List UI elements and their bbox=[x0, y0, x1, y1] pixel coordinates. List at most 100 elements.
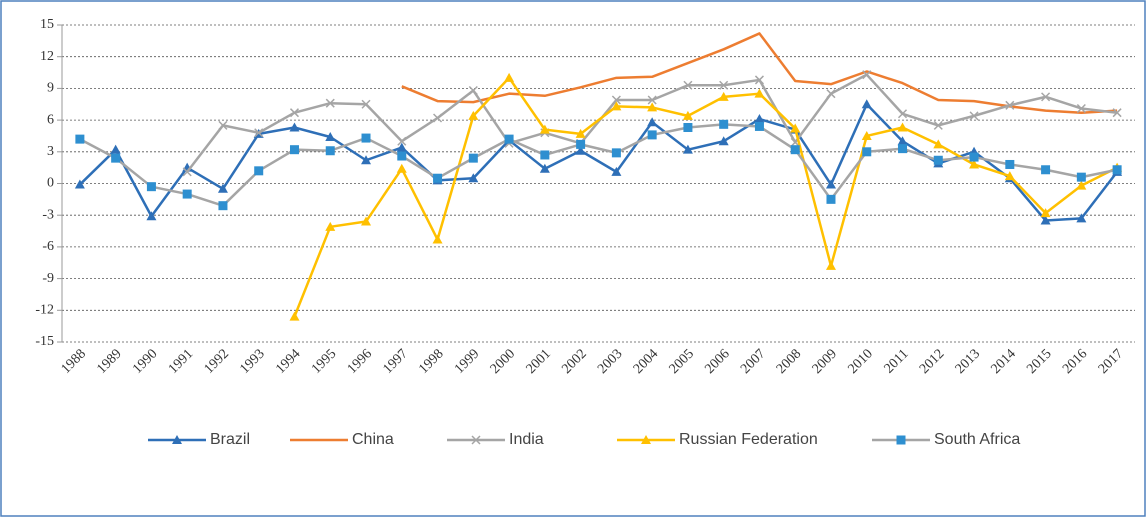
y-tick-label: 0 bbox=[47, 176, 54, 191]
marker bbox=[217, 183, 228, 193]
marker bbox=[825, 260, 836, 270]
marker bbox=[1040, 215, 1051, 225]
marker bbox=[289, 311, 300, 321]
marker bbox=[898, 144, 908, 154]
marker bbox=[933, 120, 943, 130]
marker bbox=[754, 88, 765, 98]
legend-entry: South Africa bbox=[872, 431, 1020, 448]
marker bbox=[432, 234, 443, 244]
marker bbox=[790, 123, 801, 133]
marker bbox=[146, 211, 157, 221]
marker bbox=[575, 128, 586, 138]
marker bbox=[1076, 213, 1087, 223]
marker bbox=[933, 155, 943, 165]
marker bbox=[539, 124, 550, 134]
marker bbox=[897, 136, 908, 146]
series-line bbox=[79, 123, 1118, 207]
marker bbox=[754, 121, 764, 131]
legend-entry: Brazil bbox=[148, 431, 250, 448]
y-tick-label: 3 bbox=[47, 144, 54, 159]
y-tick-label: 12 bbox=[40, 49, 54, 64]
marker bbox=[754, 114, 765, 124]
marker bbox=[754, 75, 764, 85]
legend-label: India bbox=[509, 431, 544, 448]
y-tick-label: 6 bbox=[47, 112, 54, 127]
marker bbox=[826, 89, 836, 99]
marker bbox=[110, 144, 121, 154]
marker bbox=[1041, 165, 1051, 175]
marker bbox=[1112, 165, 1122, 175]
marker bbox=[504, 72, 515, 82]
marker bbox=[1076, 103, 1086, 114]
marker bbox=[825, 179, 836, 189]
y-tick-label: 15 bbox=[40, 17, 54, 32]
marker bbox=[575, 145, 586, 155]
marker bbox=[146, 182, 156, 192]
marker bbox=[790, 145, 800, 155]
marker bbox=[611, 148, 621, 158]
marker bbox=[1041, 92, 1051, 102]
marker bbox=[862, 147, 872, 157]
marker bbox=[719, 80, 729, 90]
marker bbox=[397, 136, 407, 146]
marker bbox=[969, 111, 979, 121]
marker bbox=[289, 145, 299, 155]
marker bbox=[361, 133, 371, 143]
marker bbox=[862, 70, 872, 80]
marker bbox=[611, 101, 622, 111]
marker bbox=[111, 153, 121, 163]
marker bbox=[471, 435, 481, 445]
marker bbox=[861, 99, 872, 109]
legend-label: Russian Federation bbox=[679, 431, 818, 448]
marker bbox=[468, 173, 479, 183]
marker bbox=[896, 435, 906, 445]
marker bbox=[1005, 100, 1015, 110]
y-tick-label: -3 bbox=[42, 207, 54, 222]
marker bbox=[641, 435, 651, 444]
marker bbox=[647, 102, 658, 112]
marker bbox=[182, 167, 192, 177]
marker bbox=[172, 435, 182, 444]
marker bbox=[718, 91, 729, 101]
y-tick-label: 9 bbox=[47, 81, 54, 96]
marker bbox=[1076, 172, 1086, 182]
marker bbox=[682, 144, 693, 154]
marker bbox=[254, 128, 264, 138]
marker bbox=[325, 221, 336, 231]
marker bbox=[861, 130, 872, 140]
marker bbox=[576, 139, 586, 149]
marker bbox=[433, 173, 443, 183]
series-line bbox=[293, 76, 1118, 318]
marker bbox=[682, 110, 693, 120]
marker bbox=[933, 139, 944, 149]
marker bbox=[1005, 159, 1015, 169]
marker bbox=[433, 113, 443, 123]
marker bbox=[468, 85, 478, 96]
marker bbox=[539, 163, 550, 173]
marker bbox=[361, 216, 372, 226]
marker bbox=[468, 153, 478, 163]
marker bbox=[683, 80, 693, 90]
y-tick-label: -15 bbox=[35, 334, 54, 349]
marker bbox=[182, 189, 192, 199]
marker bbox=[325, 132, 336, 142]
marker bbox=[361, 99, 371, 109]
legend-entry: Russian Federation bbox=[617, 431, 818, 448]
marker bbox=[218, 120, 228, 130]
series-line bbox=[79, 103, 1119, 222]
marker bbox=[826, 194, 836, 204]
marker bbox=[718, 136, 729, 146]
legend-label: China bbox=[352, 431, 394, 448]
marker bbox=[611, 166, 622, 176]
marker bbox=[1004, 171, 1015, 181]
marker bbox=[1040, 208, 1051, 218]
marker bbox=[647, 117, 658, 127]
marker bbox=[719, 119, 729, 129]
marker bbox=[1076, 180, 1087, 190]
marker bbox=[969, 152, 979, 162]
marker bbox=[397, 151, 407, 161]
marker bbox=[1112, 108, 1122, 118]
marker bbox=[325, 98, 335, 108]
marker bbox=[75, 134, 85, 144]
